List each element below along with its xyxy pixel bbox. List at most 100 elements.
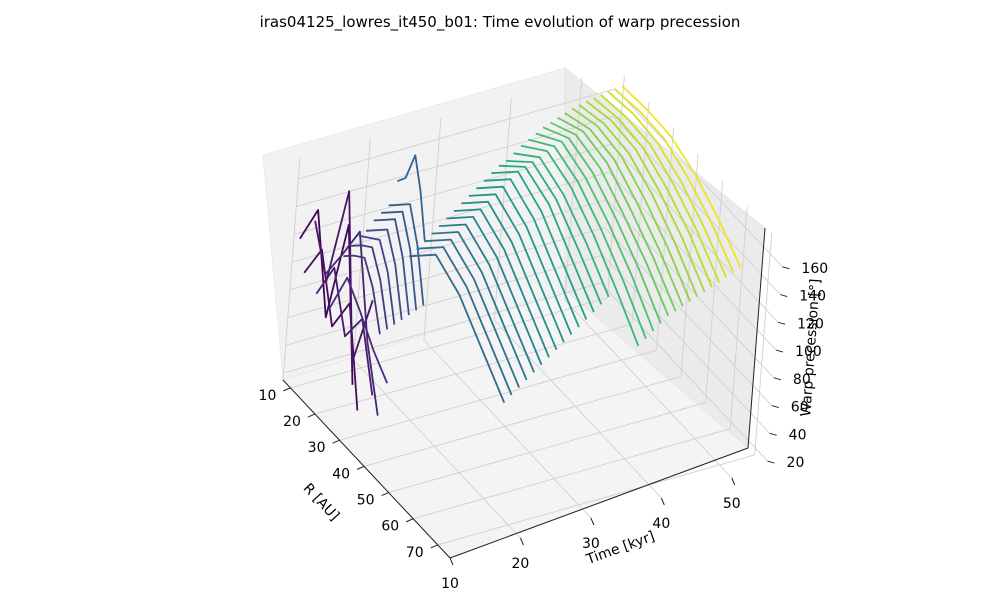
series-line <box>520 144 640 347</box>
precession-tick-mark <box>780 294 788 298</box>
grid-line-time-floor <box>423 339 592 519</box>
series-line <box>409 253 506 403</box>
grid-line-time-wall <box>423 117 442 341</box>
time-tick-mark <box>449 557 454 566</box>
series-line <box>416 246 513 396</box>
grid-line-precession-side <box>615 88 783 268</box>
grid-line-precession-side <box>600 282 768 462</box>
series-line <box>461 200 558 351</box>
grid-line-r-wall <box>705 180 724 403</box>
r-axis-label: R [AU] <box>300 480 342 524</box>
grid-line-precession-back <box>294 143 612 235</box>
series-line <box>468 193 565 343</box>
grid-line-r-floor <box>339 349 657 441</box>
precession-tick-label: 60 <box>791 400 809 416</box>
series-line <box>476 185 573 335</box>
r-tick-mark <box>332 439 340 444</box>
series-line <box>621 85 742 269</box>
precession-tick-label: 40 <box>789 427 807 443</box>
series-line <box>373 218 410 316</box>
series-line <box>351 244 389 330</box>
r-tick-label: 70 <box>406 545 424 561</box>
series-line <box>564 112 684 307</box>
time-axis-label: Time [kyr] <box>583 529 656 569</box>
r-tick-mark <box>283 387 291 392</box>
series-line <box>498 164 595 313</box>
precession-tick-mark <box>769 432 777 436</box>
series-line <box>578 104 699 298</box>
grid-line-precession-side <box>606 199 775 379</box>
grid-line-time-floor <box>353 359 521 539</box>
series-line <box>535 132 655 332</box>
precession-tick-label: 100 <box>795 344 822 360</box>
grid-line-precession-back <box>298 88 616 180</box>
series-line <box>314 190 374 364</box>
precession-tick-mark <box>775 349 784 353</box>
time-tick-label: 30 <box>582 536 600 552</box>
series-line <box>424 238 520 388</box>
r-axis-ticks: 10 20 30 40 50 60 70 <box>259 387 438 561</box>
grid-line-time-wall <box>282 157 301 381</box>
precession-axis-line <box>747 227 766 449</box>
series-line <box>571 107 691 302</box>
series-line <box>513 152 610 298</box>
series-line <box>557 116 677 312</box>
time-tick-label: 10 <box>441 576 459 592</box>
r-tick-mark <box>381 492 389 497</box>
series-lines <box>299 85 742 416</box>
r-tick-mark <box>430 544 438 549</box>
series-line <box>491 170 588 320</box>
precession-tick-mark <box>782 266 790 270</box>
grid-line-r-wall <box>754 232 773 455</box>
time-tick-label: 50 <box>723 496 741 512</box>
series-line <box>542 126 662 324</box>
grid-line-precession-back <box>283 282 601 374</box>
r-tick-label: 10 <box>259 388 277 404</box>
time-axis-line <box>449 447 749 559</box>
grid-line-precession-side <box>610 144 779 323</box>
r-tick-label: 50 <box>357 493 375 509</box>
grid-line-time-wall <box>564 77 583 301</box>
precession-axis-ticks: 20 40 60 80 100 120 140 160 <box>767 261 828 471</box>
grid-line-r-floor <box>290 297 608 389</box>
series-line <box>365 228 403 321</box>
time-tick-mark <box>590 517 595 526</box>
grid-line-r-floor <box>314 323 633 415</box>
r-axis-line <box>282 379 451 559</box>
precession-tick-mark <box>771 405 779 409</box>
series-line <box>438 223 535 373</box>
precession-tick-label: 120 <box>797 316 824 332</box>
grid-line-r-wall <box>729 206 748 429</box>
precession-tick-label: 20 <box>787 455 805 471</box>
precession-tick-mark <box>773 377 782 381</box>
series-line <box>446 215 543 366</box>
series-line <box>315 266 374 396</box>
series-line <box>505 160 603 305</box>
series-line <box>381 210 418 311</box>
r-tick-label: 40 <box>332 466 350 482</box>
precession-tick-mark <box>778 321 786 325</box>
grid-line-precession-back <box>291 171 610 263</box>
r-tick-label: 30 <box>308 440 326 456</box>
grid-line-time-floor <box>494 319 662 499</box>
time-tick-label: 40 <box>652 516 670 532</box>
series-line <box>600 93 720 283</box>
series-line <box>614 88 735 274</box>
series-line <box>528 138 647 339</box>
precession-tick-label: 160 <box>801 261 828 277</box>
grid-line-precession-side <box>602 255 770 434</box>
grid-line-r-floor <box>413 428 731 520</box>
time-tick-mark <box>660 497 665 506</box>
grid-line-r-floor <box>388 402 706 493</box>
r-tick-label: 20 <box>283 414 301 430</box>
series-line <box>453 208 550 358</box>
grid-line-r-floor <box>437 454 755 546</box>
precession-tick-label: 140 <box>799 289 826 305</box>
series-line <box>324 230 379 416</box>
series-line <box>388 203 425 306</box>
r-tick-mark <box>356 465 365 470</box>
chart-title: iras04125_lowres_it450_b01: Time evoluti… <box>260 13 741 32</box>
series-line <box>397 154 426 241</box>
